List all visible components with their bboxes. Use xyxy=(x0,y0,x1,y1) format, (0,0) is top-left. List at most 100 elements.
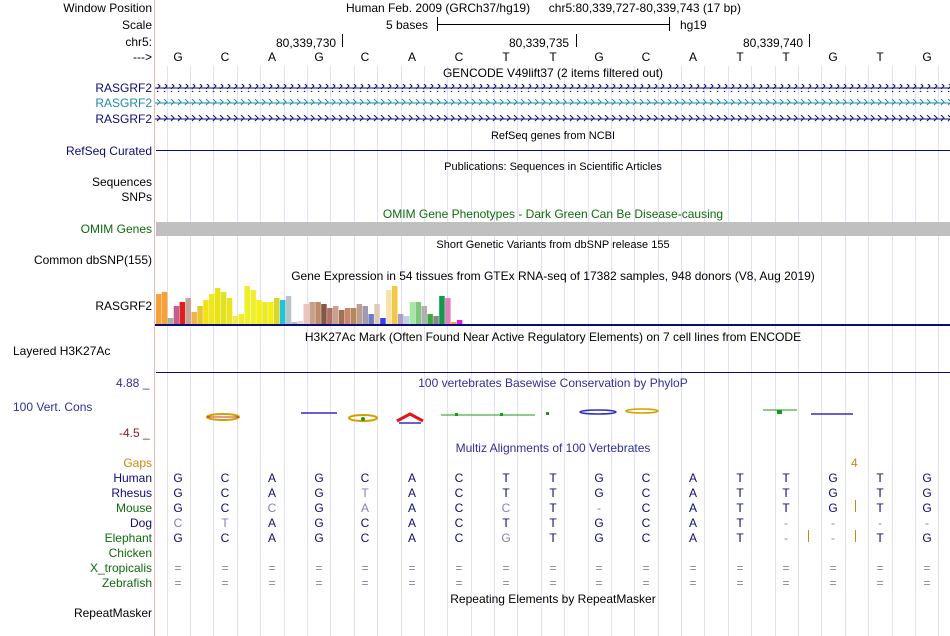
gtex-tissue-bar[interactable] xyxy=(268,302,274,324)
gtex-tissue-bar[interactable] xyxy=(297,321,304,324)
h3k27ac-track-title[interactable]: H3K27Ac Mark (Often Found Near Active Re… xyxy=(304,330,802,344)
gtex-tissue-bar[interactable] xyxy=(321,304,327,324)
repeatmasker-label[interactable]: RepeatMasker xyxy=(73,606,152,620)
refseq-track-title[interactable]: RefSeq genes from NCBI xyxy=(490,130,616,142)
gtex-tissue-bar[interactable] xyxy=(327,308,333,324)
gtex-tissue-bar[interactable] xyxy=(439,296,445,324)
gtex-tissue-bar[interactable] xyxy=(279,300,286,324)
dbsnp-track-title[interactable]: Short Genetic Variants from dbSNP releas… xyxy=(436,239,670,251)
gtex-tissue-bar[interactable] xyxy=(156,294,162,324)
base-letter: T xyxy=(876,50,884,64)
gtex-tissue-bar[interactable] xyxy=(303,304,310,324)
publications-sequences-label[interactable]: Sequences xyxy=(91,175,152,189)
gencode-transcripts[interactable] xyxy=(155,82,950,126)
gtex-bar-chart[interactable] xyxy=(155,284,950,326)
gtex-tissue-bar[interactable] xyxy=(397,314,404,324)
gtex-tissue-bar[interactable] xyxy=(256,300,262,324)
gencode-label[interactable]: RASGRF2 xyxy=(95,112,152,126)
gtex-tissue-bar[interactable] xyxy=(191,312,197,324)
gtex-tissue-bar[interactable] xyxy=(274,298,280,324)
gtex-tissue-bar[interactable] xyxy=(309,302,315,324)
cons-logo-base-letter xyxy=(455,413,458,416)
alignment-base: - xyxy=(831,516,835,530)
gtex-tissue-bar[interactable] xyxy=(403,316,410,324)
gtex-tissue-bar[interactable] xyxy=(409,302,416,324)
transcript[interactable] xyxy=(155,99,950,107)
gtex-tissue-bar[interactable] xyxy=(338,310,345,324)
multiz-track-title[interactable]: Multiz Alignments of 100 Vertebrates xyxy=(455,441,651,455)
gtex-tissue-bar[interactable] xyxy=(392,286,398,324)
gtex-tissue-bar[interactable] xyxy=(415,302,422,324)
omim-label[interactable]: OMIM Genes xyxy=(80,222,152,236)
gtex-tissue-bar[interactable] xyxy=(285,296,292,324)
gtex-tissue-bar[interactable] xyxy=(291,322,298,324)
gtex-tissue-bar[interactable] xyxy=(368,314,374,324)
species-label[interactable]: Chicken xyxy=(108,546,152,560)
repeatmasker-track-title[interactable]: Repeating Elements by RepeatMasker xyxy=(450,592,656,606)
alignment-base: = xyxy=(455,576,463,590)
gtex-tissue-bar[interactable] xyxy=(374,304,380,324)
alignment-base: C xyxy=(454,501,464,515)
h3k27ac-label[interactable]: Layered H3K27Ac xyxy=(13,344,111,358)
gtex-track-title[interactable]: Gene Expression in 54 tissues from GTEx … xyxy=(291,269,815,283)
gtex-tissue-bar[interactable] xyxy=(445,298,451,324)
gtex-tissue-bar[interactable] xyxy=(315,302,321,324)
publications-snps-label[interactable]: SNPs xyxy=(121,190,152,204)
alignment-base: = xyxy=(361,576,369,590)
gtex-tissue-bar[interactable] xyxy=(333,306,339,324)
gtex-tissue-bar[interactable] xyxy=(179,302,186,324)
gtex-tissue-bar[interactable] xyxy=(433,316,439,324)
gtex-tissue-bar[interactable] xyxy=(197,306,203,324)
alignment-base: = xyxy=(315,561,323,575)
gtex-tissue-bar[interactable] xyxy=(344,308,351,324)
omim-track-title[interactable]: OMIM Gene Phenotypes - Dark Green Can Be… xyxy=(382,207,724,221)
gtex-tissue-bar[interactable] xyxy=(456,320,463,324)
dbsnp-label[interactable]: Common dbSNP(155) xyxy=(33,253,152,267)
gtex-tissue-bar[interactable] xyxy=(350,308,357,324)
gtex-tissue-bar[interactable] xyxy=(220,292,227,324)
gtex-tissue-bar[interactable] xyxy=(215,288,221,324)
gtex-tissue-bar[interactable] xyxy=(250,290,256,324)
gencode-label[interactable]: RASGRF2 xyxy=(95,96,152,110)
species-label[interactable]: Human xyxy=(113,471,152,485)
gtex-label[interactable]: RASGRF2 xyxy=(95,299,152,313)
gtex-tissue-bar[interactable] xyxy=(173,306,180,324)
cons-logo-plot[interactable] xyxy=(155,400,950,432)
gencode-track-title[interactable]: GENCODE V49lift37 (2 items filtered out) xyxy=(442,66,664,80)
cons-label[interactable]: 100 Vert. Cons xyxy=(13,400,93,414)
gtex-tissue-bar[interactable] xyxy=(185,298,192,324)
gtex-tissue-bar[interactable] xyxy=(451,322,457,324)
transcript[interactable] xyxy=(155,115,950,123)
gencode-label[interactable]: RASGRF2 xyxy=(95,81,152,95)
species-label[interactable]: Mouse xyxy=(115,501,152,515)
species-label[interactable]: Zebrafish xyxy=(101,576,152,590)
gtex-tissue-bar[interactable] xyxy=(386,290,392,324)
cons-track-title[interactable]: 100 vertebrates Basewise Conservation by… xyxy=(418,376,688,390)
gtex-tissue-bar[interactable] xyxy=(427,314,433,324)
gtex-tissue-bar[interactable] xyxy=(167,318,174,324)
species-label[interactable]: Rhesus xyxy=(111,486,152,500)
species-label[interactable]: X_tropicalis xyxy=(89,561,152,575)
gtex-tissue-bar[interactable] xyxy=(356,304,363,324)
species-label[interactable]: Elephant xyxy=(104,531,152,545)
species-label[interactable]: Dog xyxy=(129,516,152,530)
omim-gene-bar[interactable] xyxy=(156,222,950,236)
refseq-gene-line[interactable] xyxy=(156,150,950,151)
gtex-tissue-bar[interactable] xyxy=(209,294,215,324)
gtex-tissue-bar[interactable] xyxy=(238,314,245,324)
gtex-tissue-bar[interactable] xyxy=(203,300,209,324)
refseq-label[interactable]: RefSeq Curated xyxy=(65,144,152,158)
alignment-base: G xyxy=(173,486,183,500)
transcript[interactable] xyxy=(155,84,950,92)
gtex-tissue-bar[interactable] xyxy=(262,302,268,324)
gtex-tissue-bar[interactable] xyxy=(226,298,233,324)
gaps-label[interactable]: Gaps xyxy=(123,456,152,470)
gtex-tissue-bar[interactable] xyxy=(421,306,428,324)
alignment-base: = xyxy=(408,561,416,575)
gtex-tissue-bar[interactable] xyxy=(232,316,239,324)
gtex-tissue-bar[interactable] xyxy=(244,286,251,324)
gtex-tissue-bar[interactable] xyxy=(362,306,369,324)
gtex-tissue-bar[interactable] xyxy=(161,292,168,324)
gtex-tissue-bar[interactable] xyxy=(380,318,386,324)
publications-track-title[interactable]: Publications: Sequences in Scientific Ar… xyxy=(444,161,662,173)
